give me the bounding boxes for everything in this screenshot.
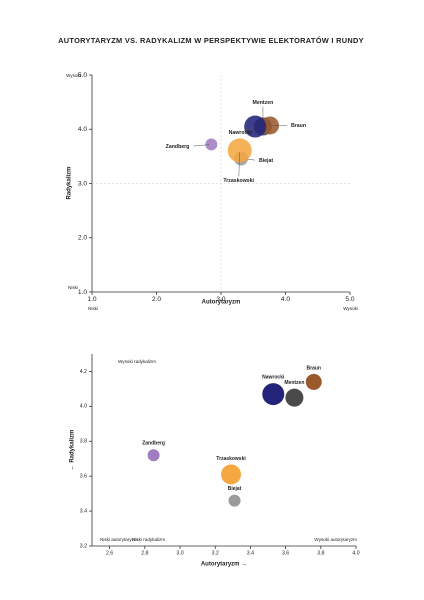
bubble-label: Nawrocki [262,374,285,380]
bubble-label: Zandberg [142,441,165,447]
corner-label: Niski [88,306,98,311]
leader-line [193,144,210,147]
bubble [227,138,252,163]
bubble [244,115,267,138]
bubble-label: Biejat [259,158,273,164]
bubble [285,388,304,407]
x-tick-label: 2.6 [106,550,113,556]
bubble [262,383,285,406]
bubble-label: Trzaskowski [216,456,246,462]
corner-label: Wysoki autorytaryzm [314,537,357,542]
x-tick-label: 5.0 [345,296,354,303]
y-tick-label: 2.0 [78,235,87,242]
page-title: AUTORYTARYZM VS. RADYKALIZM W PERSPEKTYW… [58,36,364,45]
bubble-label: Zandberg [166,144,190,150]
y-tick-label: 1.0 [78,289,87,296]
bubble [205,138,218,151]
x-axis-title: Autorytaryzm [202,300,241,306]
x-tick-label: 3.4 [247,550,254,556]
corner-label: Niski radykalizm [132,537,165,542]
leader-line [238,152,240,177]
x-tick-label: 3.6 [282,550,289,556]
bubble-label: Nawrocki [229,130,253,136]
y-tick-label: 4.2 [80,369,87,375]
y-tick-label: 3.2 [80,543,87,549]
bubble-label: Mentzen [284,380,304,386]
corner-label: Niski [68,285,78,290]
y-tick-label: 5.0 [78,72,87,79]
x-tick-label: 4.0 [352,550,359,556]
leader-line [243,127,254,132]
y-tick-label: 3.8 [80,439,87,445]
bubble-label: Biejat [228,486,242,492]
corner-label: Wysoki [343,306,358,311]
y-axis-title: ← Radykalizm [70,430,76,471]
bubble-label: Trzaskowski [223,178,254,184]
x-tick-label: 3.2 [212,550,219,556]
y-tick-label: 4.0 [80,404,87,410]
bubble-label: Braun [291,123,306,129]
y-tick-label: 4.0 [78,126,87,133]
bubble [221,464,242,485]
bubble [305,373,322,390]
x-axis-title: Autorytaryzm → [201,562,247,568]
y-tick-label: 3.4 [80,508,87,514]
corner-label: Wysoki [66,73,81,78]
corner-label: Niski autorytaryzm [100,537,138,542]
bubble-label: Braun [307,365,321,371]
y-tick-label: 3.0 [78,180,87,187]
corner-label: Wysoki radykalizm [118,359,156,364]
x-tick-label: 3.0 [216,296,225,303]
x-tick-label: 1.0 [87,296,96,303]
x-tick-label: 2.0 [152,296,161,303]
y-axis-title: Radykalizm [67,166,73,199]
x-tick-label: 3.0 [176,550,183,556]
x-tick-label: 3.8 [317,550,324,556]
x-tick-label: 4.0 [281,296,290,303]
bubble-label: Mentzen [253,100,274,106]
bubble [147,449,160,462]
x-tick-label: 2.8 [141,550,148,556]
bubble [228,494,241,507]
y-tick-label: 3.6 [80,474,87,480]
